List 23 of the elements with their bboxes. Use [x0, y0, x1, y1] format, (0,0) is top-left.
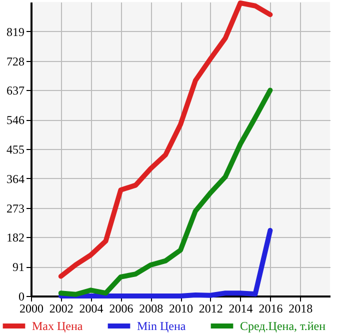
x-tick-label: 2000 — [20, 302, 44, 316]
y-tick-label: 819 — [6, 24, 24, 39]
legend-label: Min Цена — [137, 319, 186, 333]
y-tick-label: 91 — [12, 260, 24, 274]
x-tick-label: 2008 — [139, 302, 164, 316]
x-tick-label: 2006 — [109, 302, 134, 316]
x-tick-label: 2014 — [228, 302, 253, 316]
y-tick-label: 637 — [6, 84, 24, 98]
legend-label: Max Цена — [32, 319, 84, 333]
x-tick-label: 2010 — [169, 302, 193, 316]
x-tick-label: 2004 — [79, 302, 104, 316]
x-tick-label: 2012 — [198, 302, 223, 316]
legend-label: Сред.Цена, т.йен — [240, 319, 326, 333]
x-tick-label: 2016 — [258, 302, 283, 316]
y-tick-label: 182 — [6, 230, 24, 245]
x-tick-label: 2002 — [49, 302, 74, 316]
y-tick-label: 728 — [6, 54, 24, 68]
y-tick-label: 455 — [6, 142, 24, 156]
y-tick-label: 273 — [6, 201, 24, 216]
y-tick-label: 546 — [6, 113, 24, 128]
y-tick-label: 0 — [18, 290, 24, 304]
x-tick-label: 2018 — [288, 302, 313, 316]
y-tick-label: 364 — [6, 172, 24, 186]
